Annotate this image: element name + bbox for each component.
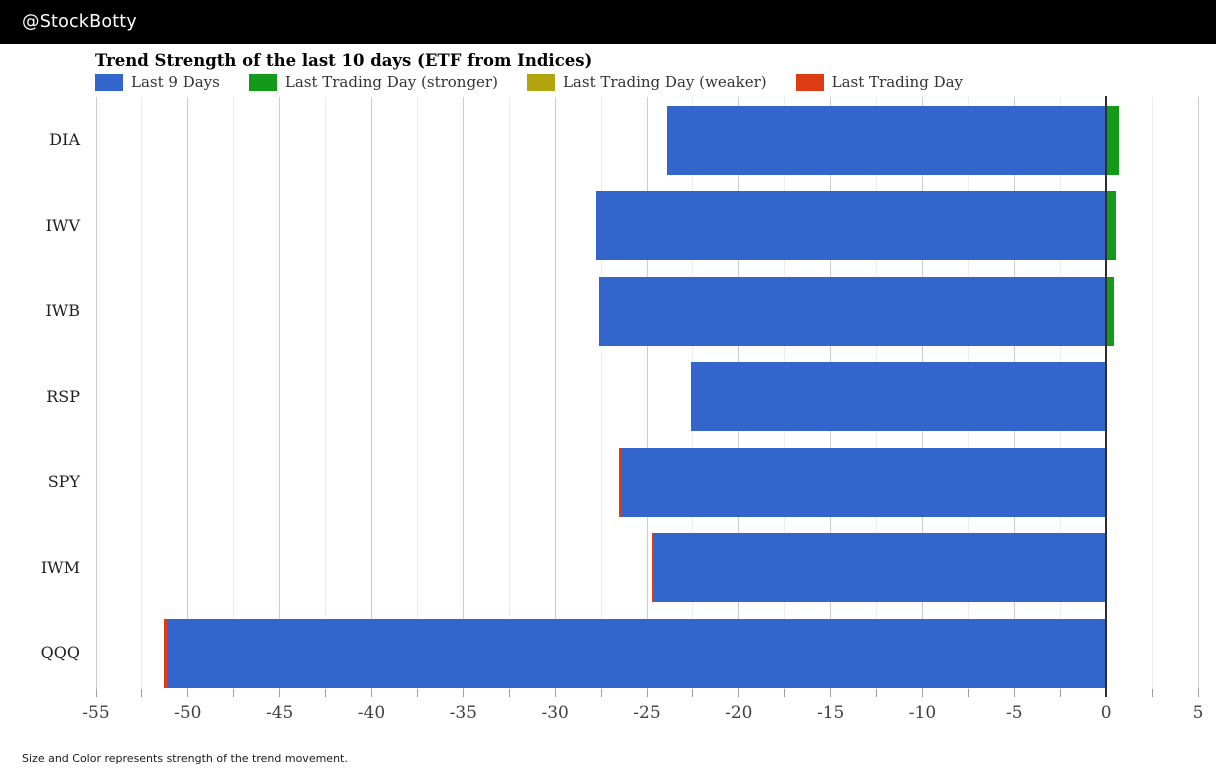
gridline — [1151, 97, 1153, 689]
bar-segment-last9 — [595, 191, 1107, 261]
legend-item-last-trading-day-weaker: Last Trading Day (weaker) — [526, 73, 767, 91]
gridline — [554, 97, 556, 689]
x-axis-label: -55 — [82, 703, 110, 723]
axis-tick — [1151, 689, 1153, 697]
bar-segment-stronger — [1106, 276, 1115, 346]
axis-tick — [325, 689, 327, 697]
axis-tick — [967, 689, 969, 697]
x-axis-label: -5 — [1006, 703, 1023, 723]
category-label: RSP — [46, 386, 80, 406]
gridline — [325, 97, 327, 689]
legend-swatch-icon — [526, 73, 555, 91]
x-axis-label: -35 — [449, 703, 478, 723]
header-bar: @StockBotty — [0, 0, 1216, 44]
gridline — [1197, 97, 1199, 689]
bar-segment-last9 — [599, 276, 1107, 346]
axis-tick — [784, 689, 786, 697]
x-axis-label: -50 — [174, 703, 202, 723]
gridline — [646, 97, 648, 689]
x-axis-label: -45 — [265, 703, 294, 723]
gridline — [187, 97, 189, 689]
legend-label: Last Trading Day (stronger) — [284, 73, 498, 91]
chart-title: Trend Strength of the last 10 days (ETF … — [95, 51, 593, 70]
bar-segment-lastday — [651, 533, 655, 603]
axis-tick — [554, 689, 556, 697]
gridline — [508, 97, 510, 689]
x-axis-label: -10 — [908, 703, 937, 723]
legend-item-last-9-days: Last 9 Days — [95, 73, 220, 91]
x-axis-label: 0 — [1100, 703, 1112, 723]
bar-segment-lastday — [163, 618, 168, 688]
axis-tick — [279, 689, 281, 697]
x-axis-label: -20 — [725, 703, 753, 723]
gridline — [462, 97, 464, 689]
bar-segment-stronger — [1106, 105, 1119, 175]
axis-tick — [876, 689, 878, 697]
axis-tick — [416, 689, 418, 697]
gridline — [141, 97, 143, 689]
category-label: IWV — [45, 215, 80, 235]
chart-footnote: Size and Color represents strength of th… — [22, 752, 348, 765]
bar-segment-last9 — [654, 533, 1107, 603]
x-axis-label: -25 — [633, 703, 661, 723]
category-label: QQQ — [40, 643, 80, 663]
axis-tick — [600, 689, 602, 697]
bar-segment-stronger — [1106, 191, 1117, 261]
axis-tick — [233, 689, 235, 697]
axis-tick — [646, 689, 648, 697]
legend-item-last-trading-day: Last Trading Day — [795, 73, 964, 91]
legend-swatch-icon — [795, 73, 824, 91]
axis-tick — [1013, 689, 1015, 697]
axis-tick — [922, 689, 923, 697]
axis-tick — [1197, 689, 1199, 697]
axis-tick — [508, 689, 510, 697]
axis-tick — [1059, 689, 1061, 697]
x-axis-label: -30 — [541, 703, 569, 723]
axis-tick — [95, 689, 97, 697]
bar-segment-last9 — [691, 362, 1107, 432]
gridline — [371, 97, 372, 689]
gridline — [416, 97, 418, 689]
x-axis-label: -40 — [357, 703, 386, 723]
category-label: IWB — [45, 301, 80, 321]
legend-swatch-icon — [248, 73, 277, 91]
chart-legend: Last 9 Days Last Trading Day (stronger) … — [95, 73, 963, 91]
bar-segment-last9 — [167, 618, 1107, 688]
axis-tick — [371, 689, 372, 697]
legend-item-last-trading-day-stronger: Last Trading Day (stronger) — [248, 73, 498, 91]
gridline — [600, 97, 602, 689]
category-label: DIA — [49, 130, 80, 150]
x-axis-label: 5 — [1192, 703, 1204, 723]
x-axis-label: -15 — [816, 703, 845, 723]
legend-label: Last Trading Day — [831, 73, 964, 91]
legend-label: Last Trading Day (weaker) — [562, 73, 767, 91]
gridline — [95, 97, 97, 689]
axis-tick — [187, 689, 189, 697]
axis-tick — [830, 689, 832, 697]
legend-swatch-icon — [95, 73, 123, 91]
bar-segment-lastday — [619, 447, 622, 517]
bar-segment-last9 — [667, 105, 1107, 175]
legend-label: Last 9 Days — [131, 73, 220, 91]
axis-tick — [141, 689, 143, 697]
axis-tick — [462, 689, 464, 697]
header-title: @StockBotty — [22, 12, 137, 32]
category-label: IWM — [40, 557, 80, 577]
category-label: SPY — [47, 472, 80, 492]
axis-tick — [738, 689, 740, 697]
gridline — [279, 97, 281, 689]
gridline — [233, 97, 235, 689]
bar-segment-last9 — [621, 447, 1107, 517]
zero-line — [1105, 96, 1108, 697]
axis-tick — [692, 689, 694, 697]
